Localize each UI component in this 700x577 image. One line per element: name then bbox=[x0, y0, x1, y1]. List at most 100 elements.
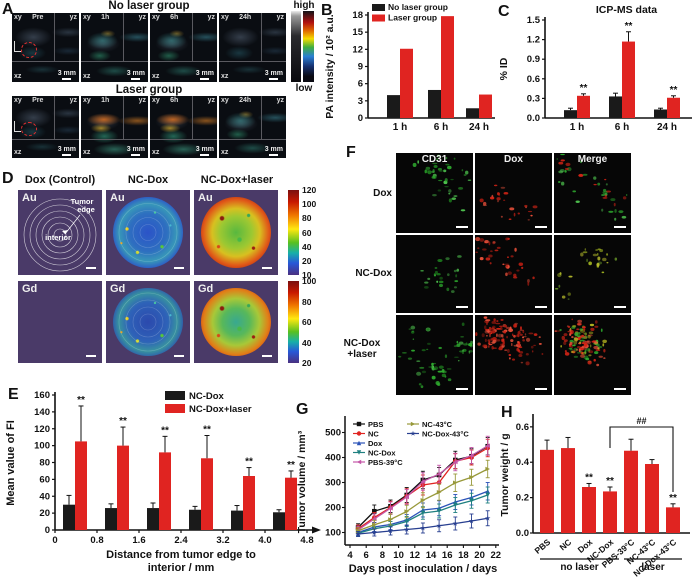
scale-bar bbox=[456, 306, 468, 308]
timepoint-label: Pre bbox=[32, 97, 44, 104]
view-label-xy: xy bbox=[83, 14, 91, 21]
svg-text:12: 12 bbox=[410, 550, 421, 561]
pa-intensity-colorbar bbox=[303, 11, 314, 82]
svg-text:**: ** bbox=[245, 457, 253, 468]
tumor-outline-ellipse bbox=[20, 41, 37, 58]
panel-a-group1-title: No laser group bbox=[108, 0, 190, 12]
svg-text:1.6: 1.6 bbox=[132, 535, 145, 546]
view-label-xz: xz bbox=[14, 149, 22, 156]
panel-a-label: A bbox=[2, 1, 14, 18]
view-divider-vertical bbox=[54, 13, 56, 62]
micrograph-NC-Dox-Merge bbox=[554, 235, 631, 313]
svg-text:**: ** bbox=[77, 395, 85, 406]
svg-text:**: ** bbox=[670, 85, 678, 96]
micrograph-Dox-CD31 bbox=[396, 153, 473, 233]
pa-image-laser-Pre: xy Pre yz xz 3 mm bbox=[12, 96, 79, 158]
svg-text:edge: edge bbox=[77, 205, 95, 214]
svg-text:NC: NC bbox=[557, 537, 573, 553]
panel-g-label: G bbox=[296, 401, 309, 418]
fluorescence-speckles bbox=[554, 248, 618, 300]
svg-text:160: 160 bbox=[34, 390, 50, 401]
fluorescence-speckles bbox=[398, 322, 473, 389]
view-divider-horizontal bbox=[219, 61, 286, 63]
svg-text:PA intensity / 10² a.u.: PA intensity / 10² a.u. bbox=[324, 14, 336, 119]
panel-f-column-merge: Merge bbox=[577, 154, 608, 165]
element-label: Gd bbox=[110, 283, 126, 295]
heatmap-speckles bbox=[112, 196, 184, 269]
panel-c-chart: 0.0 0.3 0.6 0.9 1.2 1.5 1 h ** 6 h ** 24 h ** ICP-MS… bbox=[498, 4, 692, 133]
panel-e-chart: 0 20 40 60 80 100 120 140 160 0 0.8 1.6 2.4 3.2 4.0 4.8… bbox=[5, 390, 321, 574]
map-au-0: Au Tumor edge interior bbox=[18, 190, 102, 275]
svg-text:400: 400 bbox=[325, 453, 341, 464]
colorbar-tick-label: 20 bbox=[302, 358, 312, 368]
svg-text:Days post inoculation / days: Days post inoculation / days bbox=[349, 563, 498, 575]
scale-bar bbox=[86, 355, 96, 357]
micrograph-Dox-Dox bbox=[475, 153, 552, 233]
fluorescence-speckles bbox=[556, 153, 628, 221]
view-label-xz: xz bbox=[83, 73, 91, 80]
view-divider-vertical bbox=[192, 13, 194, 62]
svg-text:**: ** bbox=[606, 476, 614, 487]
panel-h-label: H bbox=[501, 404, 513, 421]
svg-text:**: ** bbox=[119, 416, 127, 427]
svg-text:##: ## bbox=[636, 416, 646, 426]
svg-text:16: 16 bbox=[442, 550, 453, 561]
svg-text:laser: laser bbox=[641, 562, 664, 573]
timepoint-label: 6h bbox=[170, 14, 179, 21]
heatmap-speckles bbox=[200, 196, 272, 269]
pa-signal-blobs bbox=[219, 13, 286, 82]
scale-bar bbox=[262, 267, 272, 269]
micrograph-NC-Dox-CD31 bbox=[396, 235, 473, 313]
view-label-yz: yz bbox=[138, 97, 146, 104]
svg-text:**: ** bbox=[585, 472, 593, 483]
panel-e-label: E bbox=[8, 386, 19, 403]
fluorescence-speckles bbox=[412, 154, 472, 212]
timepoint-label: 24h bbox=[239, 14, 252, 21]
micrograph-NC-Dox-Dox bbox=[475, 235, 552, 313]
timepoint-label: 24h bbox=[239, 97, 252, 104]
svg-text:0.3: 0.3 bbox=[527, 93, 540, 104]
svg-text:0.6: 0.6 bbox=[516, 422, 529, 433]
view-label-yz: yz bbox=[276, 14, 284, 21]
svg-text:0: 0 bbox=[45, 525, 50, 536]
svg-text:18: 18 bbox=[458, 550, 469, 561]
view-divider-horizontal bbox=[150, 61, 217, 63]
colorbar-tick-label: 100 bbox=[302, 199, 317, 210]
svg-text:8: 8 bbox=[380, 550, 385, 561]
colorbar-low-label: low bbox=[295, 83, 313, 94]
svg-text:NC: NC bbox=[368, 429, 379, 438]
view-label-xy: xy bbox=[14, 14, 22, 21]
svg-text:NC-Dox-43°C: NC-Dox-43°C bbox=[422, 429, 469, 438]
gd-colorbar bbox=[288, 281, 299, 363]
svg-text:NC-Dox: NC-Dox bbox=[189, 391, 225, 402]
element-label: Gd bbox=[22, 283, 38, 295]
scale-bar-label: 3 mm bbox=[265, 146, 283, 156]
panel-f-row-nc-dox: NC-Dox bbox=[355, 268, 392, 279]
micrograph-NC-Dox+laser-Dox bbox=[475, 315, 552, 395]
element-label: Au bbox=[110, 192, 125, 204]
scale-bar bbox=[262, 355, 272, 357]
grayscale-colorbar bbox=[291, 11, 301, 82]
view-label-xy: xy bbox=[221, 97, 229, 104]
svg-text:Distance from tumor edge to: Distance from tumor edge to bbox=[106, 549, 256, 561]
svg-text:10: 10 bbox=[393, 550, 404, 561]
scale-bar bbox=[535, 388, 547, 390]
view-label-yz: yz bbox=[207, 97, 215, 104]
svg-text:Tumor volume / mm³: Tumor volume / mm³ bbox=[296, 430, 308, 533]
svg-text:80: 80 bbox=[39, 458, 50, 469]
panel-f-row-dox: Dox bbox=[373, 188, 392, 199]
svg-text:14: 14 bbox=[426, 550, 437, 561]
view-divider-vertical bbox=[192, 96, 194, 140]
rings-overlay bbox=[118, 203, 178, 262]
scale-bar-label: 3 mm bbox=[196, 70, 214, 80]
svg-text:Dox: Dox bbox=[368, 439, 383, 448]
scale-bar-label: 3 mm bbox=[58, 70, 76, 80]
svg-text:22: 22 bbox=[491, 550, 502, 561]
svg-text:9: 9 bbox=[358, 62, 363, 73]
svg-text:2.4: 2.4 bbox=[174, 535, 188, 546]
svg-text:0.9: 0.9 bbox=[527, 54, 540, 65]
map-gd-0: Gd bbox=[18, 281, 102, 363]
micrograph-NC-Dox+laser-CD31 bbox=[396, 315, 473, 395]
view-label-xz: xz bbox=[152, 73, 160, 80]
